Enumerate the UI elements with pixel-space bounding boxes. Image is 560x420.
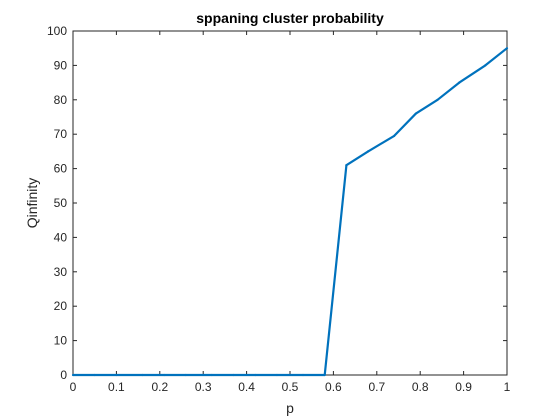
y-tick-label: 80: [54, 93, 68, 107]
data-point: [141, 373, 144, 377]
data-point: [184, 373, 187, 377]
data-point: [275, 373, 279, 377]
data-point: [367, 150, 370, 153]
x-tick-label: 0: [70, 380, 77, 394]
data-point: [210, 373, 213, 377]
data-point: [254, 373, 257, 377]
data-point: [458, 81, 461, 84]
y-tick-label: 90: [54, 58, 68, 72]
y-tick-label: 60: [54, 162, 68, 176]
chart-title: sppaning cluster probability: [196, 10, 384, 26]
y-tick-label: 50: [54, 196, 68, 210]
x-tick-label: 0.1: [108, 380, 125, 394]
data-point: [163, 373, 166, 377]
y-tick-label: 20: [54, 299, 68, 313]
x-tick-label: 0.4: [238, 380, 255, 394]
data-point: [505, 47, 509, 50]
y-axis-ticks: 0 10 20 30 40 50 60 70 80 90 100: [47, 24, 507, 382]
data-point: [414, 112, 417, 115]
y-tick-label: 70: [54, 127, 68, 141]
x-tick-label: 0.2: [151, 380, 168, 394]
y-tick-label: 0: [60, 368, 67, 382]
data-point: [115, 373, 118, 377]
series-line: [73, 47, 508, 377]
y-tick-label: 100: [47, 24, 67, 38]
x-tick-label: 0.3: [195, 380, 212, 394]
data-point: [93, 373, 96, 377]
data-point: [436, 98, 439, 101]
y-axis-label: Qinfinity: [24, 178, 40, 229]
y-tick-label: 40: [54, 230, 68, 244]
data-point: [232, 373, 235, 377]
data-point: [393, 134, 396, 138]
data-point: [301, 373, 305, 377]
plot-area: [72, 30, 508, 376]
x-axis-label: p: [286, 400, 294, 416]
x-axis-ticks: 0 0.1 0.2 0.3 0.4 0.5 0.6 0.7 0.8 0.9 1: [70, 31, 511, 394]
series-layer: [71, 47, 509, 377]
data-point: [345, 164, 348, 167]
x-tick-label: 1: [504, 380, 511, 394]
data-point: [71, 373, 75, 377]
x-tick-label: 0.8: [412, 380, 429, 394]
x-tick-label: 0.6: [325, 380, 342, 394]
y-tick-label: 10: [54, 334, 68, 348]
x-tick-label: 0.9: [455, 380, 472, 394]
x-tick-label: 0.5: [282, 380, 299, 394]
data-point: [484, 64, 487, 67]
data-point: [323, 373, 326, 377]
y-tick-label: 30: [54, 265, 68, 279]
x-tick-label: 0.7: [368, 380, 385, 394]
